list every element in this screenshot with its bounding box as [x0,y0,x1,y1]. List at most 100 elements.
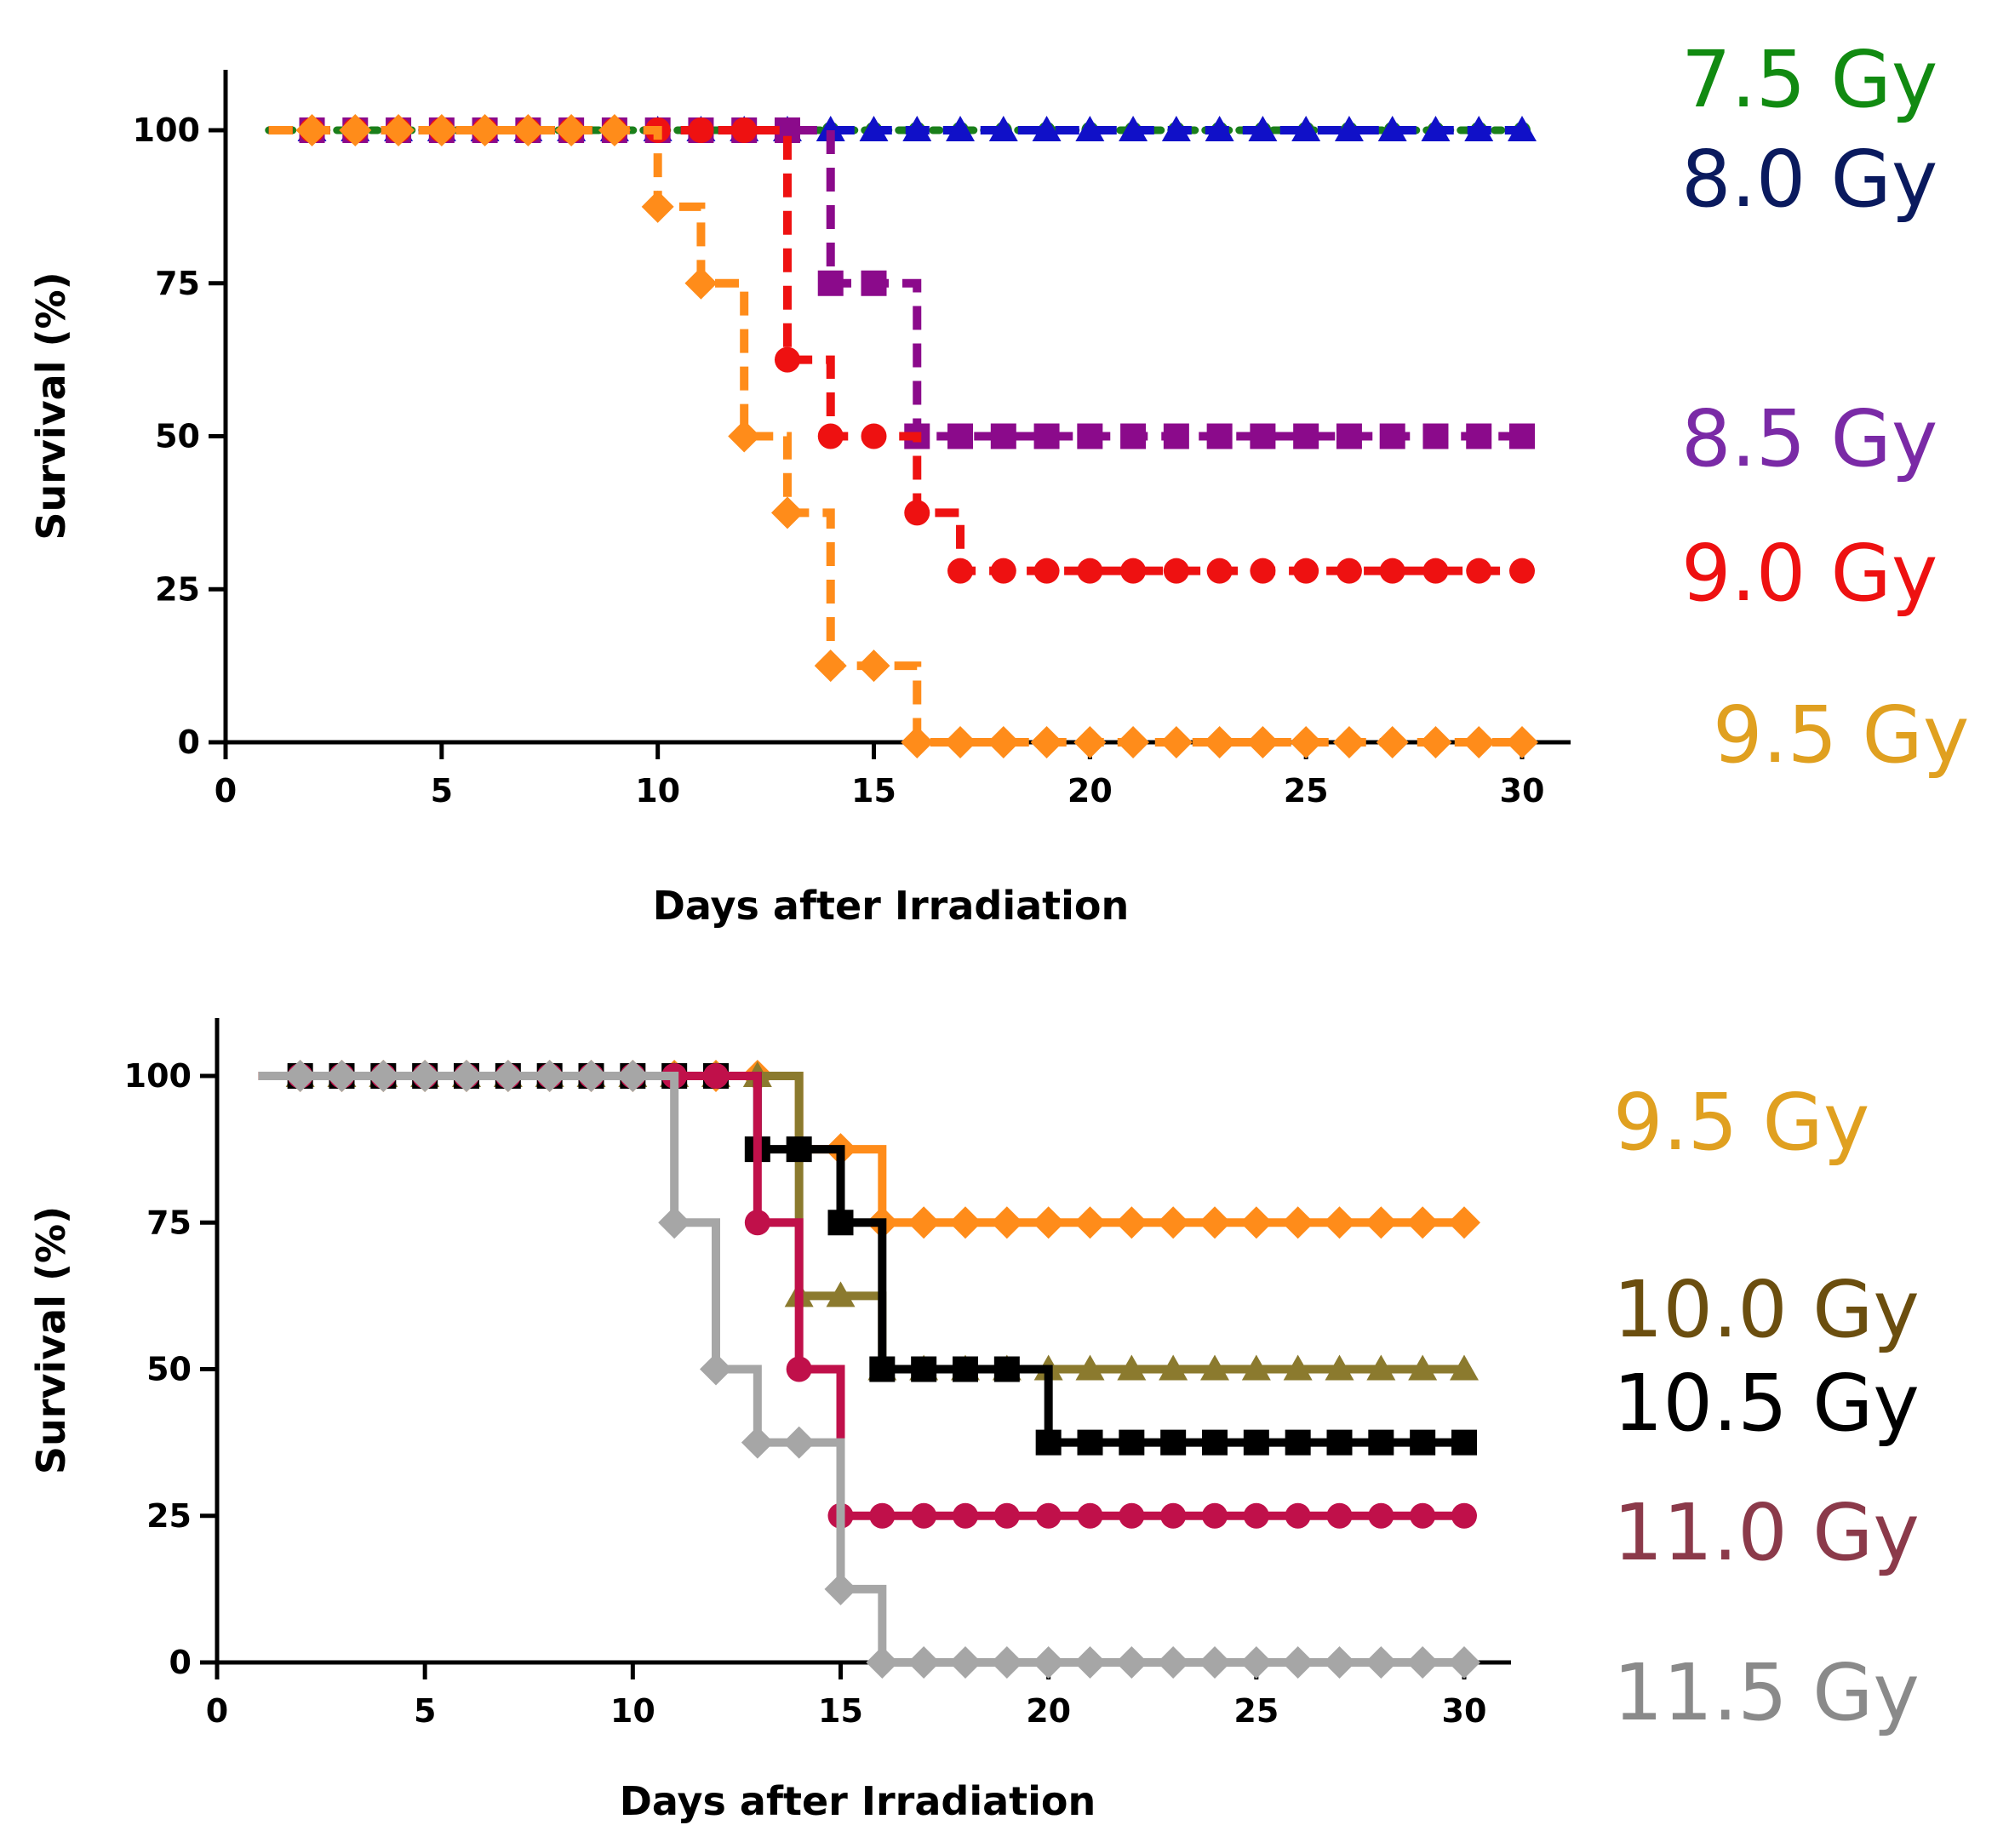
data-point [911,1502,937,1529]
data-point [1248,116,1278,141]
data-point [827,1210,854,1236]
data-point [1406,1646,1439,1679]
x-tick-label: 5 [431,772,453,810]
data-point [1115,1206,1148,1239]
data-point [1032,116,1062,141]
data-point [295,114,329,146]
data-point [1032,1646,1065,1679]
data-point [782,1426,816,1459]
data-point [990,1646,1023,1679]
data-point [1365,1206,1398,1239]
data-point [1462,726,1496,758]
legend-label: 9.5 Gy [1613,1077,1869,1168]
data-point [1323,1206,1356,1239]
data-point [700,1353,732,1386]
data-point [988,116,1018,141]
legend-label: 8.0 Gy [1681,134,1937,225]
series-line [258,1072,1464,1227]
data-point [1368,1502,1394,1529]
data-point [533,1060,566,1092]
data-point [1119,116,1148,141]
data-point [1451,1502,1477,1529]
data-point [993,1356,1020,1382]
data-point [904,500,930,526]
data-point [325,1060,358,1092]
data-point [1410,1502,1436,1529]
data-point [907,1646,941,1679]
data-point [1035,1502,1062,1529]
data-point [949,1646,982,1679]
data-point [1379,423,1405,449]
x-tick-label: 25 [1233,1692,1279,1730]
data-point [575,1060,608,1092]
y-tick-label: 100 [133,112,200,149]
data-point [1157,1646,1190,1679]
data-point [1205,116,1234,141]
data-point [1246,726,1279,758]
data-point [774,346,800,373]
data-point [786,1136,812,1163]
data-point [616,1060,650,1092]
top-panel: 0 25 50 75 100 0 5 10 15 20 25 30 Days after Irradia… [28,34,1969,929]
x-tick-label: 30 [1500,772,1545,810]
data-point [857,649,890,683]
x-tick-label: 15 [851,772,896,810]
data-point [1422,423,1449,449]
data-point [1509,558,1535,584]
data-point [866,1646,899,1679]
data-point [1077,558,1103,584]
data-point [1115,1646,1148,1679]
data-point [1163,423,1189,449]
x-tick-label: 10 [635,772,680,810]
data-point [382,114,415,146]
data-point [1239,1646,1273,1679]
y-tick-label: 0 [169,1644,192,1681]
x-tick-label: 10 [610,1692,655,1730]
series-line [268,126,1522,441]
data-point [1239,1206,1273,1239]
data-point [861,423,887,449]
data-point [1290,726,1323,758]
data-point [1250,558,1276,584]
data-point [953,1502,978,1529]
data-point [770,496,804,529]
y-tick-label: 100 [124,1057,192,1095]
data-point [1421,116,1451,141]
data-point [993,1502,1020,1529]
data-point [987,726,1020,758]
legend-label: 9.0 Gy [1681,528,1937,619]
data-point [1281,1206,1314,1239]
data-point [990,423,1016,449]
data-point [947,558,974,584]
data-point [512,114,545,146]
data-point [1285,1429,1311,1456]
y-tick-label: 75 [155,265,200,302]
data-point [1323,1646,1356,1679]
data-point [814,649,847,683]
data-point [468,114,501,146]
x-tick-label: 20 [1026,1692,1071,1730]
data-point [1326,1502,1353,1529]
data-point [339,114,372,146]
series-line [258,1072,1464,1447]
legend-label: 10.0 Gy [1613,1264,1920,1355]
data-point [1199,1646,1231,1679]
data-point [641,190,674,223]
data-point [1285,1502,1311,1529]
data-point [911,1356,937,1382]
data-point [1241,1354,1271,1381]
data-point [1366,1354,1396,1381]
data-point [1075,116,1105,141]
data-point [1161,116,1191,141]
x-tick-label: 20 [1067,772,1113,810]
data-point [425,114,458,146]
data-point [744,1210,770,1236]
data-point [1466,423,1492,449]
data-point [1508,116,1537,141]
data-point [1368,1429,1394,1456]
data-point [1033,423,1060,449]
data-point [1117,1354,1147,1381]
y-axis-title: Survival (%) [28,272,74,540]
data-point [1419,726,1452,758]
data-point [1243,1429,1269,1456]
